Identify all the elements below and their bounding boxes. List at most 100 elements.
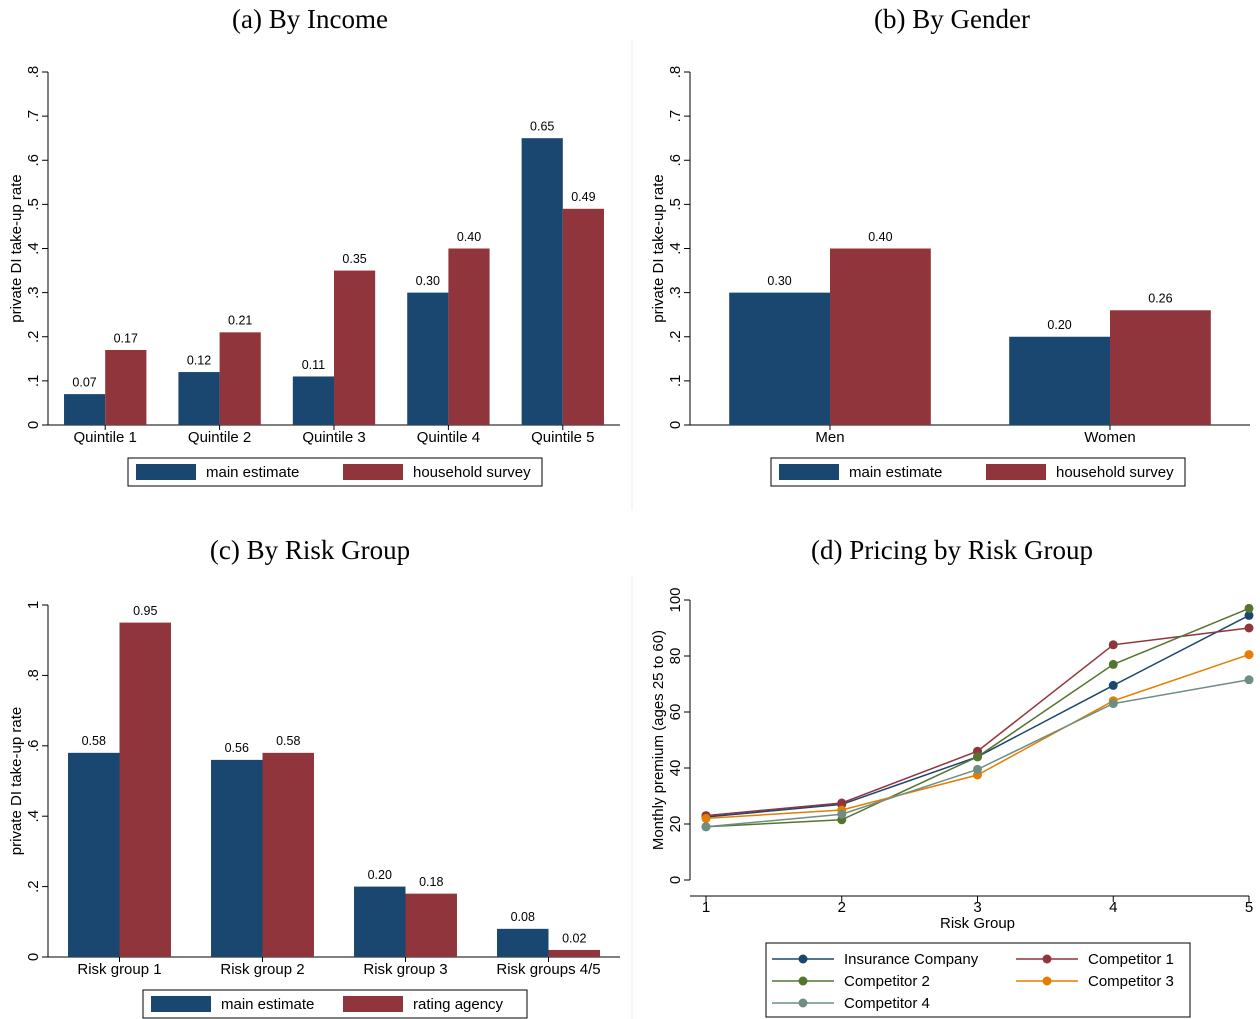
data-point (837, 809, 847, 819)
value-label: 0.65 (530, 119, 554, 133)
y-tick-label: 60 (667, 704, 684, 721)
y-tick-label: 0 (25, 953, 42, 961)
y-tick-label: 80 (667, 648, 684, 665)
data-point (701, 822, 711, 832)
y-tick-label: 0 (667, 876, 684, 884)
series-line (705, 653, 1250, 820)
chart-title: (b) By Gender (874, 4, 1030, 34)
value-label: 0.20 (368, 868, 392, 882)
x-tick-label: Quintile 5 (531, 429, 594, 446)
y-tick-label: .4 (25, 242, 42, 255)
chart-title: (a) By Income (232, 4, 388, 34)
bar (211, 759, 263, 957)
data-point (973, 752, 982, 762)
x-tick-label: Quintile 2 (188, 429, 251, 446)
y-tick-label: .8 (25, 669, 42, 682)
y-tick-label: 0 (667, 421, 684, 429)
y-axis-title: Monthly premium (ages 25 to 60) (650, 630, 667, 850)
value-label: 0.21 (228, 314, 252, 328)
legend-label: household survey (1056, 464, 1174, 481)
bar (497, 928, 549, 957)
legend-label: main estimate (221, 996, 314, 1013)
bar (1009, 336, 1110, 425)
data-point (1108, 640, 1118, 650)
data-point (1108, 659, 1118, 669)
x-tick-label: 1 (702, 899, 710, 916)
legend-marker (1042, 976, 1052, 986)
x-tick-label: Risk group 3 (363, 961, 447, 978)
legend-box (765, 942, 1191, 1018)
value-label: 0.08 (511, 910, 535, 924)
x-tick-label: Women (1084, 429, 1135, 446)
bar (68, 752, 120, 957)
x-tick-label: Quintile 3 (302, 429, 365, 446)
data-point (1244, 603, 1254, 613)
data-point (1244, 675, 1254, 685)
legend-swatch (986, 464, 1046, 480)
bar (119, 622, 171, 957)
value-label: 0.40 (868, 230, 892, 244)
legend-marker (798, 976, 808, 986)
x-tick-label: 4 (1109, 899, 1117, 916)
y-tick-label: .7 (667, 110, 684, 123)
x-tick-label: Risk group 1 (77, 961, 161, 978)
y-axis-title: private DI take-up rate (8, 174, 25, 322)
y-tick-label: 40 (667, 760, 684, 777)
data-point (701, 813, 711, 823)
data-point (1108, 680, 1118, 690)
value-label: 0.30 (767, 274, 791, 288)
legend-label: main estimate (849, 464, 942, 481)
x-tick-label: Quintile 4 (417, 429, 480, 446)
legend-label: Insurance Company (844, 951, 979, 968)
value-label: 0.40 (457, 230, 481, 244)
legend-label: Competitor 3 (1088, 973, 1174, 990)
chart-title: (c) By Risk Group (210, 535, 410, 565)
value-label: 0.17 (114, 331, 138, 345)
x-axis-title: Risk Group (940, 915, 1015, 932)
data-point (1244, 650, 1254, 660)
legend-label: Competitor 4 (844, 995, 930, 1012)
y-tick-label: .1 (667, 375, 684, 388)
value-label: 0.49 (571, 190, 595, 204)
legend-swatch (151, 996, 211, 1012)
value-label: 0.30 (416, 274, 440, 288)
bar (548, 949, 600, 957)
series-line (705, 614, 1250, 818)
value-label: 0.02 (562, 931, 586, 945)
y-tick-label: 20 (667, 816, 684, 833)
y-tick-label: .2 (667, 330, 684, 343)
y-tick-label: .3 (667, 286, 684, 299)
y-axis-title: private DI take-up rate (8, 707, 25, 855)
y-tick-label: .6 (25, 154, 42, 167)
bar (407, 292, 449, 425)
legend-marker (1042, 954, 1052, 964)
legend-label: rating agency (413, 996, 504, 1013)
x-tick-label: Risk groups 4/5 (496, 961, 600, 978)
legend-box (770, 457, 1186, 487)
x-tick-label: 3 (973, 899, 981, 916)
bar (830, 248, 931, 425)
value-label: 0.12 (187, 353, 211, 367)
value-label: 0.35 (342, 252, 366, 266)
y-tick-label: .6 (25, 740, 42, 753)
bar (219, 332, 261, 425)
x-tick-label: 5 (1245, 899, 1253, 916)
series-line (705, 627, 1250, 817)
bar (262, 752, 314, 957)
legend-swatch (343, 464, 403, 480)
series-line (705, 607, 1250, 828)
data-point (1244, 610, 1254, 620)
y-axis-title: private DI take-up rate (650, 174, 667, 322)
y-tick-label: .8 (25, 66, 42, 79)
value-label: 0.26 (1148, 292, 1172, 306)
legend-swatch (343, 996, 403, 1012)
y-tick-label: .7 (25, 110, 42, 123)
y-tick-label: .5 (667, 198, 684, 211)
legend-swatch (136, 464, 196, 480)
legend-swatch (779, 464, 839, 480)
legend-label: main estimate (206, 464, 299, 481)
value-label: 0.58 (276, 734, 300, 748)
chart-title: (d) Pricing by Risk Group (811, 535, 1093, 565)
legend-box (127, 457, 543, 487)
